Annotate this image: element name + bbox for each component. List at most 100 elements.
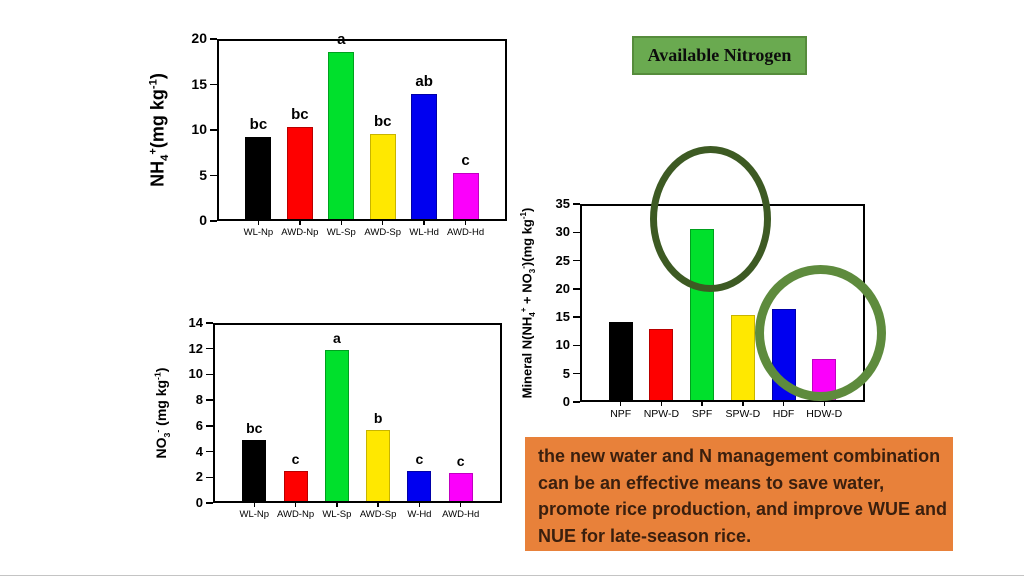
no3-chart-category-label: AWD-Hd bbox=[442, 509, 480, 520]
no3-chart-bar-AWD-Sp bbox=[366, 429, 391, 502]
nh4-chart-ytick bbox=[210, 174, 217, 177]
no3-chart-ytick-label: 8 bbox=[195, 392, 203, 408]
nh4-chart-ytick bbox=[210, 220, 217, 222]
mineral-n-chart-category-label: HDF bbox=[772, 408, 795, 420]
note-line-4: NUE for late-season rice. bbox=[538, 525, 752, 546]
no3-chart-ytick bbox=[206, 502, 213, 504]
no3-chart-xtick bbox=[459, 503, 462, 507]
nh4-chart-category-label: AWD-Sp bbox=[364, 227, 401, 238]
no3-chart-bar-WL-Np bbox=[242, 440, 267, 502]
nh4-chart-ytick bbox=[210, 129, 217, 131]
no3-chart-xtick bbox=[294, 503, 297, 507]
no3-chart-sig-letter: bc bbox=[246, 420, 263, 436]
mineral-n-chart-category-label: NPF bbox=[610, 408, 632, 420]
no3-chart-bar-WL-Sp bbox=[324, 350, 349, 502]
nh4-chart-ytick bbox=[210, 83, 217, 86]
nh4-chart-bar-WL-Sp bbox=[328, 51, 355, 220]
mineral-n-chart-ytick-label: 15 bbox=[555, 309, 570, 325]
nh4-chart-xtick bbox=[381, 221, 384, 225]
no3-chart-ytick-label: 4 bbox=[195, 443, 203, 459]
hdf-hdwd-highlight-circle-icon bbox=[755, 265, 886, 401]
mineral-n-chart-ytick bbox=[573, 401, 580, 403]
nh4-chart-sig-letter: ab bbox=[415, 72, 433, 90]
note-line-2: can be an effective means to save water, bbox=[538, 472, 885, 493]
mineral-n-chart-category-label: SPF bbox=[691, 408, 713, 420]
mineral-n-chart-bar-SPW-D bbox=[730, 315, 755, 401]
no3-chart-category-label: WL-Sp bbox=[322, 509, 352, 520]
nh4-chart-bar-AWD-Sp bbox=[369, 133, 396, 220]
note-line-3: promote rice production, and improve WUE… bbox=[538, 499, 948, 519]
mineral-n-chart-xtick bbox=[823, 402, 826, 406]
mineral-n-chart-ytick-label: 10 bbox=[555, 337, 570, 353]
mineral-n-chart-ytick-label: 20 bbox=[555, 280, 570, 296]
no3-chart-ytick bbox=[206, 399, 213, 401]
no3-chart-category-label: AWD-Sp bbox=[359, 509, 397, 520]
nh4-chart-bar-AWD-Np bbox=[286, 127, 313, 220]
nh4-chart-y-axis-title: NH4+(mg kg-1) bbox=[147, 73, 172, 187]
mineral-n-chart-category-label: HDW-D bbox=[806, 408, 843, 420]
title-box-label: Available Nitrogen bbox=[647, 45, 792, 65]
nh4-chart-ytick-label: 10 bbox=[191, 121, 207, 138]
no3-chart-ytick bbox=[206, 476, 213, 479]
mineral-n-chart-xtick bbox=[782, 402, 785, 406]
no3-chart-ytick bbox=[206, 450, 213, 453]
mineral-n-chart-category-label: NPW-D bbox=[643, 408, 680, 420]
conclusion-note-box: the new water and N management combinati… bbox=[525, 437, 953, 551]
mineral-n-chart-ytick bbox=[573, 316, 580, 318]
available-nitrogen-title-box: Available Nitrogen bbox=[632, 36, 807, 75]
mineral-n-chart-xtick bbox=[660, 402, 663, 406]
nh4-chart-plot-area bbox=[217, 39, 507, 221]
nh4-chart-xtick bbox=[464, 221, 467, 225]
mineral-n-chart-xtick bbox=[701, 402, 703, 406]
no3-chart-xtick bbox=[377, 503, 379, 507]
no3-chart-ytick-label: 2 bbox=[195, 469, 203, 485]
no3-chart-ytick-label: 10 bbox=[188, 366, 203, 382]
no3-chart-ytick bbox=[206, 425, 213, 427]
nh4-chart-category-label: WL-Sp bbox=[326, 227, 356, 238]
no3-chart-xtick bbox=[418, 503, 421, 507]
nh4-chart-category-label: AWD-Hd bbox=[447, 227, 485, 238]
nh4-chart-category-label: WL-Hd bbox=[409, 227, 439, 238]
nh4-chart-xtick bbox=[299, 221, 301, 225]
no3-chart-ytick bbox=[206, 322, 213, 324]
nh4-chart-sig-letter: c bbox=[461, 151, 470, 169]
nh4-chart-ytick-label: 0 bbox=[199, 212, 207, 229]
mineral-n-chart-ytick-label: 5 bbox=[562, 365, 570, 381]
no3-chart-ytick-label: 6 bbox=[195, 417, 203, 433]
no3-chart-xtick bbox=[253, 503, 256, 507]
no3-chart-sig-letter: c bbox=[291, 450, 300, 467]
no3-chart-ytick bbox=[206, 373, 213, 376]
mineral-n-chart-ytick bbox=[573, 288, 580, 290]
mineral-n-chart-xtick bbox=[619, 402, 622, 406]
no3-chart-sig-letter: c bbox=[415, 450, 424, 467]
mineral-n-chart-ytick-label: 25 bbox=[555, 252, 570, 268]
mineral-n-chart-ytick-label: 30 bbox=[555, 224, 570, 240]
nh4-chart-sig-letter: bc bbox=[291, 106, 309, 124]
no3-chart-bar-AWD-Hd bbox=[448, 473, 473, 502]
mineral-n-chart-ytick bbox=[573, 231, 580, 234]
mineral-n-chart-ytick bbox=[573, 259, 580, 262]
no3-chart-xtick bbox=[336, 503, 338, 507]
note-line-1: the new water and N management combinati… bbox=[538, 446, 941, 466]
mineral-n-chart-ytick bbox=[573, 344, 580, 347]
mineral-n-chart-xtick bbox=[742, 402, 744, 406]
nh4-chart-sig-letter: bc bbox=[373, 112, 392, 130]
no3-chart-sig-letter: a bbox=[332, 330, 341, 346]
nh4-chart-category-label: WL-Np bbox=[243, 227, 274, 238]
no3-chart-ytick bbox=[206, 347, 213, 350]
nh4-chart-xtick bbox=[340, 221, 343, 225]
no3-chart-category-label: AWD-Np bbox=[277, 509, 315, 520]
no3-chart-ytick-label: 14 bbox=[188, 314, 203, 330]
nh4-chart-xtick bbox=[423, 221, 425, 225]
mineral-n-chart-ytick bbox=[573, 203, 580, 205]
nh4-chart-sig-letter: bc bbox=[249, 116, 268, 134]
no3-chart-y-axis-title: NO3- (mg kg-1) bbox=[152, 367, 172, 459]
nh4-chart-ytick-label: 15 bbox=[191, 75, 207, 92]
no3-chart-sig-letter: b bbox=[373, 409, 383, 426]
mineral-n-chart-y-axis-title: Mineral N(NH4+ + NO3-)(mg kg-1) bbox=[519, 207, 538, 399]
mineral-n-chart-ytick bbox=[573, 372, 580, 375]
mineral-n-chart-bar-NPF bbox=[608, 321, 633, 401]
mineral-n-chart-ytick-label: 35 bbox=[555, 195, 570, 211]
no3-chart-ytick-label: 12 bbox=[188, 340, 203, 356]
no3-chart-plot-area bbox=[213, 323, 502, 503]
